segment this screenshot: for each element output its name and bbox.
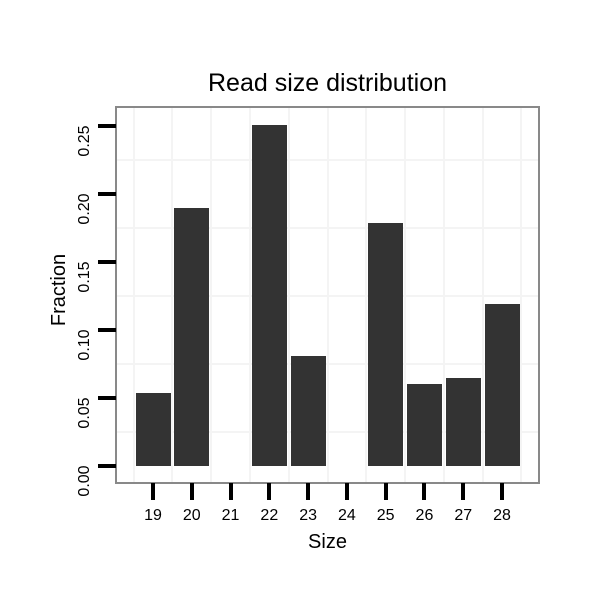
bar-20: [174, 208, 210, 466]
plot-panel: [115, 106, 540, 484]
y-tick: [98, 328, 116, 332]
y-tick-label: 0.15: [76, 260, 93, 293]
bar-23: [290, 356, 326, 466]
y-tick-label: 0.05: [76, 396, 93, 429]
x-tick: [422, 483, 427, 500]
bar-25: [368, 223, 404, 466]
x-tick: [461, 483, 466, 500]
x-tick: [267, 483, 272, 500]
y-tick-label: 0.10: [76, 328, 93, 361]
x-tick-label: 21: [221, 507, 240, 524]
y-tick: [98, 124, 116, 128]
y-tick: [98, 192, 116, 196]
y-minor-gridline: [117, 227, 538, 229]
y-minor-gridline: [117, 431, 538, 433]
y-tick: [98, 396, 116, 400]
x-tick: [306, 483, 311, 500]
x-tick: [500, 483, 504, 500]
bar-26: [406, 384, 442, 466]
y-axis-title: Fraction: [48, 253, 70, 327]
y-tick-label: 0.20: [76, 192, 93, 225]
chart-title: Read size distribution: [207, 69, 447, 97]
bar-28: [484, 304, 520, 466]
x-axis-title: Size: [308, 531, 347, 553]
y-tick: [98, 260, 116, 264]
x-tick: [228, 483, 233, 500]
x-tick-label: 20: [182, 507, 201, 524]
bar-27: [445, 378, 481, 466]
y-tick-label: 0.00: [76, 464, 93, 497]
x-tick-label: 23: [299, 507, 318, 524]
y-tick-label: 0.25: [76, 124, 93, 157]
x-tick: [151, 483, 155, 500]
x-tick: [344, 483, 349, 500]
x-tick-label: 26: [415, 507, 434, 524]
y-minor-gridline: [117, 363, 538, 365]
x-tick-label: 19: [144, 507, 162, 524]
y-minor-gridline: [117, 159, 538, 161]
x-tick: [189, 483, 194, 500]
x-tick-label: 27: [454, 507, 473, 524]
y-minor-gridline: [117, 295, 538, 297]
x-tick: [383, 483, 388, 500]
x-tick-label: 22: [260, 507, 279, 524]
x-tick-label: 28: [493, 507, 511, 524]
x-tick-label: 25: [376, 507, 395, 524]
bar-19: [135, 393, 171, 466]
y-tick: [98, 464, 116, 468]
bar-22: [251, 125, 287, 466]
x-tick-label: 24: [337, 507, 356, 524]
